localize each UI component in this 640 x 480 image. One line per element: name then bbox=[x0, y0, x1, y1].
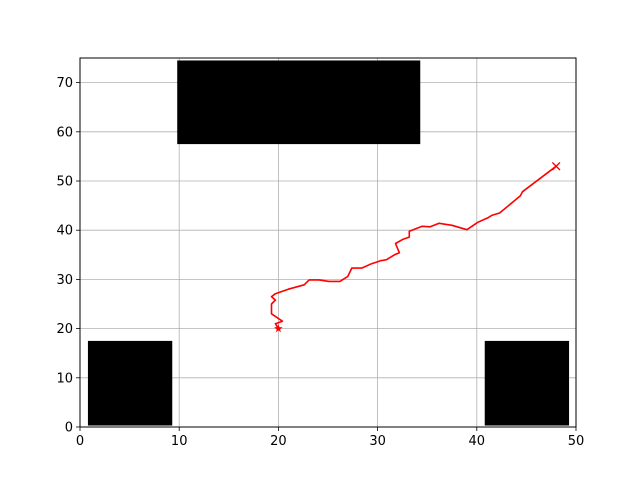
obstacle-rect bbox=[177, 60, 421, 145]
obstacle-rect bbox=[87, 340, 173, 426]
x-tick-label: 10 bbox=[171, 434, 188, 449]
x-tick-label: 30 bbox=[369, 434, 386, 449]
axes-frame bbox=[79, 57, 577, 428]
start-marker-star bbox=[274, 324, 283, 333]
end-marker-stroke bbox=[551, 161, 561, 171]
x-tick-label: 40 bbox=[469, 434, 486, 449]
end-marker-x bbox=[551, 161, 561, 171]
x-tick-label: 50 bbox=[568, 434, 585, 449]
y-tick-label: 60 bbox=[56, 125, 73, 140]
y-tick-label: 50 bbox=[56, 175, 73, 190]
y-tick-label: 40 bbox=[56, 224, 73, 239]
markers-layer bbox=[274, 161, 561, 333]
x-tick-label: 0 bbox=[76, 434, 84, 449]
y-tick-label: 70 bbox=[56, 76, 73, 91]
y-tick-label: 30 bbox=[56, 273, 73, 288]
y-tick-label: 10 bbox=[56, 371, 73, 386]
x-tick-label: 20 bbox=[270, 434, 287, 449]
series-layer bbox=[270, 165, 557, 330]
obstacles bbox=[87, 60, 570, 426]
y-tick-label: 0 bbox=[65, 421, 73, 436]
x-axis-ticks: 0 10 20 30 40 50 bbox=[76, 427, 584, 449]
path-line bbox=[270, 165, 557, 330]
obstacle-rect bbox=[484, 340, 570, 426]
y-axis-ticks: 0 10 20 30 40 50 60 70 bbox=[56, 76, 80, 436]
y-tick-label: 20 bbox=[56, 322, 73, 337]
